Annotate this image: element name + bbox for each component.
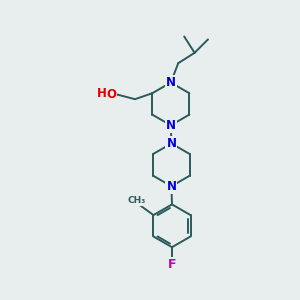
Text: F: F (168, 258, 176, 271)
Text: N: N (167, 137, 176, 150)
Text: N: N (166, 76, 176, 89)
Text: CH₃: CH₃ (128, 196, 146, 205)
Text: N: N (166, 119, 176, 132)
Text: H: H (104, 88, 114, 101)
Text: N: N (167, 180, 176, 193)
Text: H: H (97, 87, 106, 100)
Text: O: O (106, 88, 116, 100)
